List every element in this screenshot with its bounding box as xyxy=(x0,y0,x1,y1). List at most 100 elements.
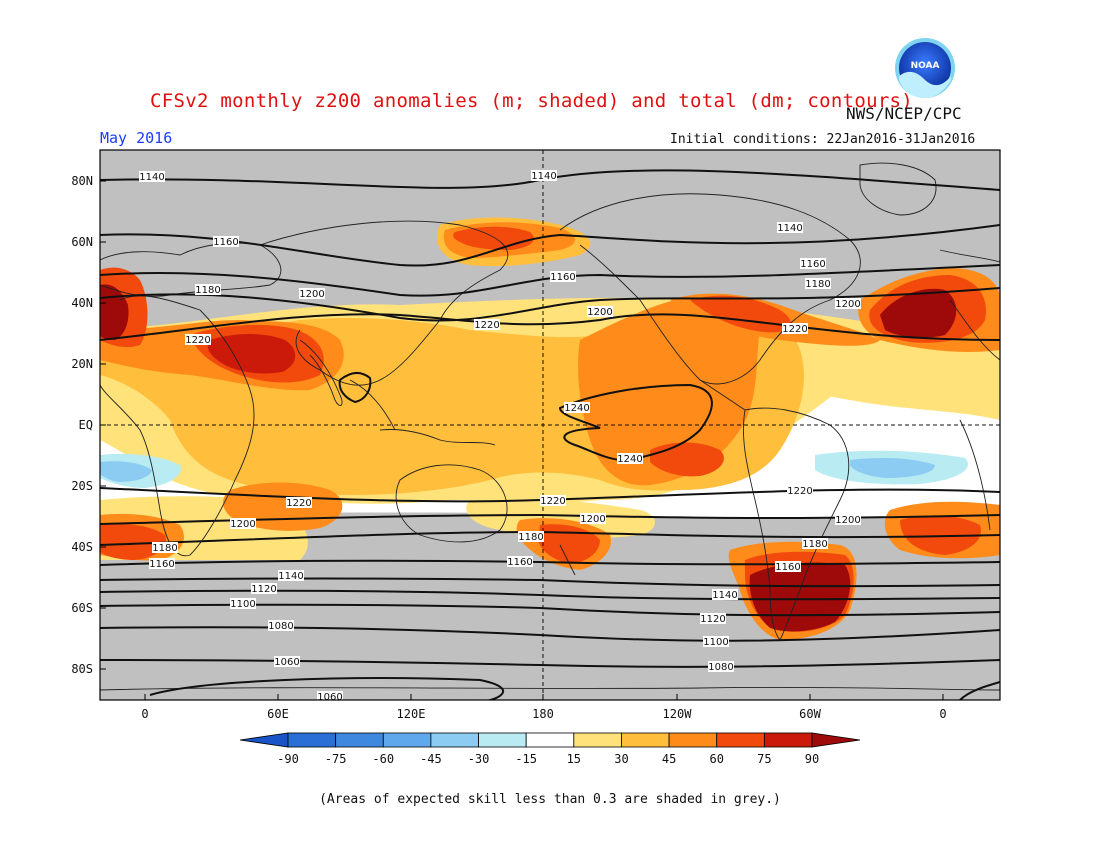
contour-label: 1220 xyxy=(474,320,499,331)
colorbar-tick-label: -60 xyxy=(372,752,394,766)
colorbar-arrow-low xyxy=(239,732,289,748)
contour-label: 1200 xyxy=(230,519,255,530)
lon-tick-label: 60E xyxy=(267,707,289,721)
contour-label-bg xyxy=(149,558,175,569)
contour-label-bg xyxy=(787,485,813,496)
contour-label-bg xyxy=(139,171,165,182)
contour-label: 1220 xyxy=(787,486,812,497)
contour-label-bg xyxy=(587,306,613,317)
contour-label-bg xyxy=(195,284,221,295)
contour-label-bg xyxy=(185,334,211,345)
anomaly-60-75-swatl xyxy=(900,515,981,555)
contour-label: 1220 xyxy=(540,496,565,507)
noaa-logo-text: NOAA xyxy=(911,61,940,71)
contour-label-bg xyxy=(540,495,566,506)
contour-label-bg xyxy=(251,583,277,594)
colorbar-tick-label: 75 xyxy=(757,752,771,766)
anomaly-75-90-natl xyxy=(880,288,957,338)
contour-label: 1100 xyxy=(703,637,728,648)
contour-label: 1140 xyxy=(278,571,303,582)
lon-tick-label: 180 xyxy=(532,707,554,721)
contour-label-bg xyxy=(152,542,178,553)
contour-label-bg xyxy=(777,222,803,233)
colorbar-box xyxy=(382,732,432,748)
chart-title: CFSv2 monthly z200 anomalies (m; shaded)… xyxy=(150,90,914,112)
coastlines xyxy=(100,162,1000,691)
anomaly-60-75-swind xyxy=(100,523,166,560)
anomaly-45-60-pac xyxy=(578,294,760,486)
anomaly-15-30-southpac xyxy=(466,498,655,539)
contour-labels: 1140 1140 1160 1140 1160 1160 1180 1180 1200 1200… xyxy=(139,170,861,703)
lat-tick-label: 40N xyxy=(71,296,93,310)
colorbar-tick-label: -90 xyxy=(277,752,299,766)
contour-label: 1140 xyxy=(712,590,737,601)
map-field xyxy=(100,150,1000,700)
colorbar-box xyxy=(287,732,337,748)
contour-label: 1080 xyxy=(708,662,733,673)
contour-label: 1140 xyxy=(531,171,556,182)
contour-label-bg xyxy=(580,513,606,524)
colorbar-box xyxy=(525,732,575,748)
contour-label-bg xyxy=(700,613,726,624)
lat-tick-label: 60N xyxy=(71,235,93,249)
contour-label-bg xyxy=(518,531,544,542)
anomaly-60-75-pac xyxy=(650,442,724,477)
contour-label: 1200 xyxy=(587,307,612,318)
contour-label: 1060 xyxy=(317,692,342,703)
colorbar-box xyxy=(668,732,718,748)
anomaly-neg-30-45-e xyxy=(850,457,935,478)
colorbar-tick-label: -45 xyxy=(420,752,442,766)
contour-label: 1140 xyxy=(777,223,802,234)
colorbar-tick-label: -30 xyxy=(468,752,490,766)
colorbar-box xyxy=(335,732,384,748)
contour-label-bg xyxy=(317,691,343,702)
anomaly-75-90 xyxy=(207,334,296,374)
contour-label: 1200 xyxy=(835,515,860,526)
lon-tick-label: 0 xyxy=(939,707,946,721)
colorbar-tick-label: 30 xyxy=(614,752,628,766)
colorbar-tick-label: 15 xyxy=(567,752,581,766)
contour-label: 1160 xyxy=(149,559,174,570)
contour-label-bg xyxy=(617,453,643,464)
anomaly-neg-30-45-w xyxy=(100,461,152,482)
colorbar-box xyxy=(478,732,527,748)
contour-label-bg xyxy=(775,561,801,572)
contour-label-bg xyxy=(712,589,738,600)
contour-label: 1180 xyxy=(805,279,830,290)
contour-label: 1180 xyxy=(195,285,220,296)
lat-tick-label: 40S xyxy=(71,540,93,554)
contour-label-bg xyxy=(550,271,576,282)
colorbar-arrow-high xyxy=(811,732,861,748)
lon-tick-label: 60W xyxy=(799,707,821,721)
lat-tick-label: 20N xyxy=(71,357,93,371)
contour-label: 1060 xyxy=(274,657,299,668)
contour-label: 1180 xyxy=(802,539,827,550)
contour-label-bg xyxy=(299,288,325,299)
colorbar-box xyxy=(430,732,479,748)
contour-label: 1140 xyxy=(139,172,164,183)
contour-label: 1080 xyxy=(268,621,293,632)
anomaly-15-30-atlantic xyxy=(800,371,1000,420)
contour-label-bg xyxy=(703,636,729,647)
colorbar: -90 -75 -60 -45 -30 -15 15 30 45 60 75 90 xyxy=(239,732,861,766)
skill-footnote: (Areas of expected skill less than 0.3 a… xyxy=(319,792,781,807)
contour-label-bg xyxy=(564,402,590,413)
contour-label: 1220 xyxy=(185,335,210,346)
contour-label: 1160 xyxy=(800,259,825,270)
contour-label: 1220 xyxy=(286,498,311,509)
contour-label: 1200 xyxy=(580,514,605,525)
colorbar-box xyxy=(716,732,765,748)
contour-label-bg xyxy=(782,323,808,334)
contour-label-bg xyxy=(835,514,861,525)
lon-tick-label: 120E xyxy=(397,707,426,721)
contour-label-bg xyxy=(230,518,256,529)
contour-label: 1160 xyxy=(507,557,532,568)
contour-label: 1220 xyxy=(782,324,807,335)
contour-label: 1160 xyxy=(550,272,575,283)
contour-label-bg xyxy=(805,278,831,289)
contour-label: 1240 xyxy=(617,454,642,465)
contour-label-bg xyxy=(802,538,828,549)
contour-label: 1160 xyxy=(775,562,800,573)
lat-tick-label: 20S xyxy=(71,479,93,493)
contour-label-bg xyxy=(230,598,256,609)
